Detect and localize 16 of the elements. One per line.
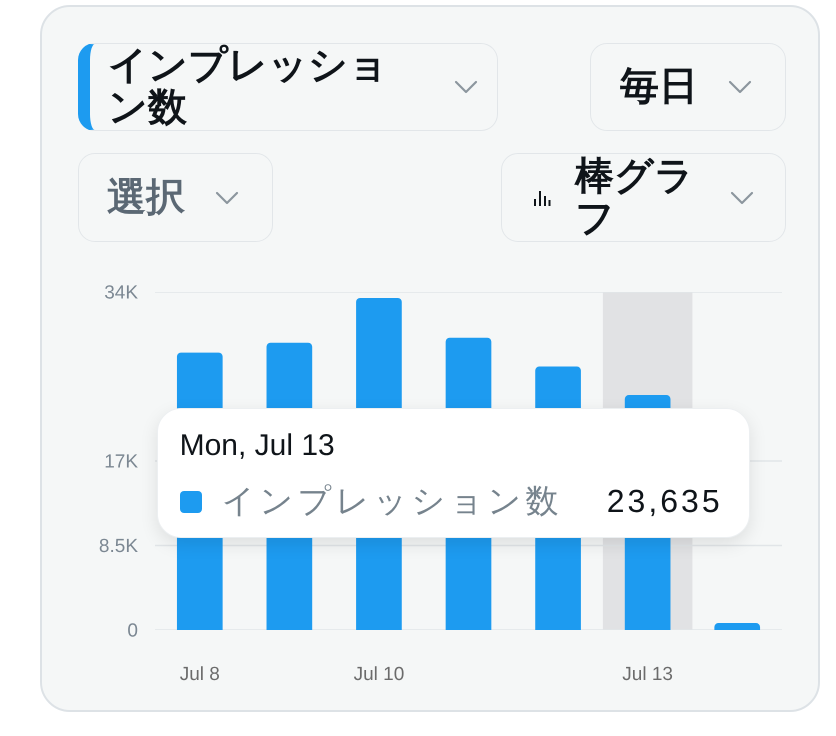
dropdown[interactable]: 棒グラフ — [501, 153, 786, 242]
annotation: Mon, Jul 13 — [180, 428, 335, 464]
dropdown[interactable]: 毎日 — [590, 43, 786, 131]
x-tick-label: Jul 8 — [180, 664, 220, 685]
tooltip: Mon, Jul 13 インプレッション数 23,635 — [156, 408, 750, 538]
legend-label: インプレッション数 — [222, 481, 563, 522]
y-tick-label: 34K — [104, 282, 138, 304]
x-tick-label: Jul 13 — [622, 664, 673, 685]
y-tick-label: 17K — [104, 452, 138, 473]
y-tick-label: 8.5K — [98, 536, 138, 558]
x-tick-label: Jul 10 — [354, 664, 404, 685]
dropdown[interactable]: 選択 — [78, 153, 273, 242]
dropdown[interactable]: インプレッション数 — [78, 43, 498, 131]
data-label: 23,635 — [606, 482, 723, 522]
bar — [714, 623, 760, 630]
y-tick-label: 0 — [127, 620, 138, 642]
